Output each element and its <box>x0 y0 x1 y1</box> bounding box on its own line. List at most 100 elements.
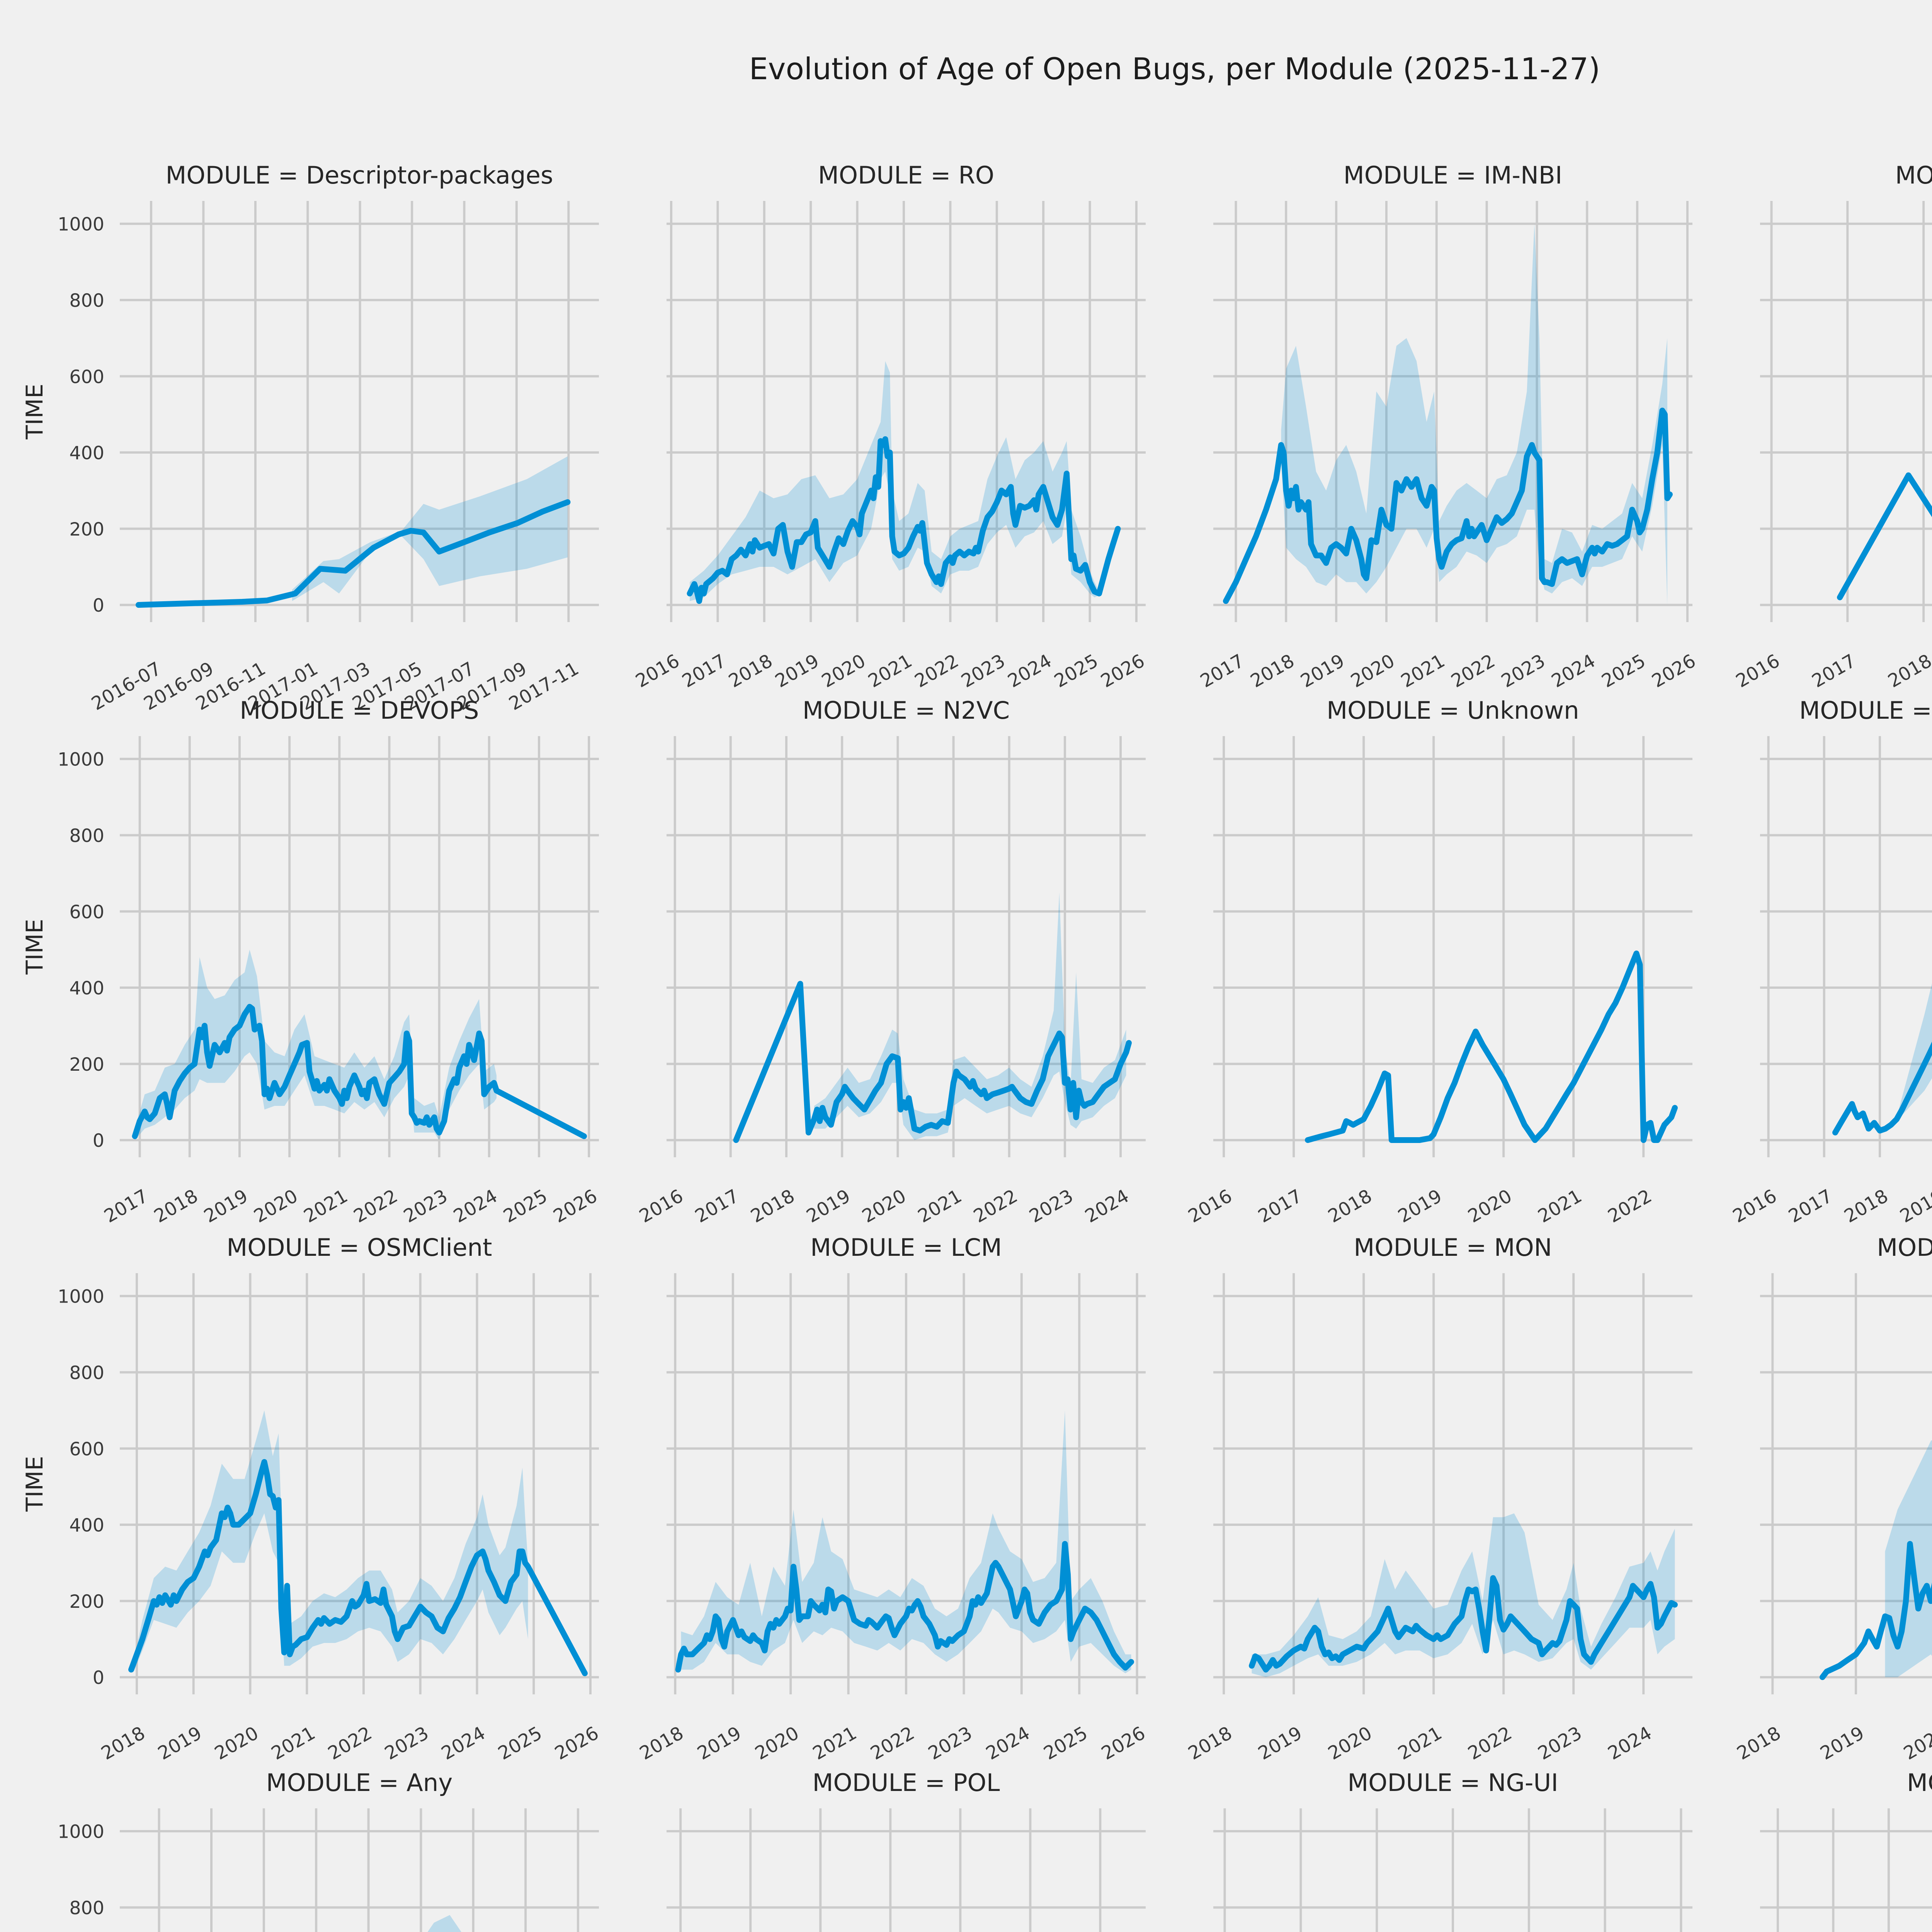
y-tick-label: 600 <box>69 901 104 923</box>
x-tick-label: 2019 <box>1297 650 1348 692</box>
facet-N2VC: 2016 2017 2018 2019 2020 2021 2022 2023 2024 MODU… <box>636 696 1146 1227</box>
x-tick-label: 2017 <box>692 1185 743 1227</box>
x-tick-label: 2018 <box>1247 650 1298 692</box>
x-tick-label: 2018 <box>1884 650 1932 692</box>
facet-title: MODULE = RO <box>818 161 994 189</box>
y-tick-label: 400 <box>69 443 104 464</box>
facet-POL: 2018201920202021202220232024MONTHMODULE … <box>667 1769 1146 1932</box>
y-tick-label: 800 <box>69 1898 104 1919</box>
x-tick-label: 2024 <box>1004 650 1055 692</box>
x-tick-label: 2018 <box>98 1723 149 1764</box>
x-tick-label: 2019 <box>201 1185 252 1227</box>
y-axis-label: TIME <box>21 384 48 440</box>
confidence-band <box>1281 224 1667 605</box>
x-tick-label: 2021 <box>300 1185 351 1227</box>
x-tick-label: 2024 <box>1548 650 1599 692</box>
x-tick-label: 2021 <box>914 1185 965 1227</box>
facet-title: MODULE = IM-NBI <box>1344 161 1562 189</box>
facet-title: MODULE = Documentation / Wiki <box>1799 696 1932 724</box>
x-tick-label: 2026 <box>1098 1723 1149 1764</box>
confidence-band <box>134 1410 528 1672</box>
x-tick-label: 2020 <box>1900 1723 1932 1764</box>
x-tick-label: 2018 <box>725 650 776 692</box>
x-tick-label: 2017 <box>1255 1185 1306 1227</box>
x-tick-label: 2023 <box>381 1723 432 1764</box>
y-tick-label: 800 <box>69 825 104 847</box>
y-axis-label: TIME <box>21 1456 48 1512</box>
facet-title: MODULE = PLA <box>1907 1769 1932 1797</box>
facet-Documentation / Wiki: 201620172018201920202021202220232024MODU… <box>1729 696 1932 1227</box>
facet-title: MODULE = common <box>1877 1233 1932 1262</box>
facet-DEVOPS: 2017201820192020202120222023202420252026… <box>21 696 601 1227</box>
x-tick-label: 2019 <box>803 1185 854 1227</box>
x-tick-label: 2020 <box>752 1723 803 1764</box>
y-tick-label: 0 <box>93 1130 104 1151</box>
x-tick-label: 2024 <box>1082 1185 1133 1227</box>
y-tick-label: 800 <box>69 290 104 311</box>
x-tick-label: 2025 <box>1598 650 1649 692</box>
x-tick-label: 2016 <box>1185 1185 1236 1227</box>
facet-NG-UI: 2020202120222023202420252026MONTHMODULE … <box>1213 1769 1692 1932</box>
x-tick-label: 2024 <box>438 1723 489 1764</box>
facet-OSMClient: 2018 2019 2020 2021 2022 2023 2024 2025 2026 0 200… <box>21 1233 602 1764</box>
trend-line <box>1248 1575 1678 1673</box>
facet-title: MODULE = Other <box>1895 161 1932 189</box>
x-tick-label: 2016 <box>1729 1185 1780 1227</box>
y-tick-label: 600 <box>69 1439 104 1460</box>
x-tick-label: 2023 <box>925 1723 976 1764</box>
x-tick-label: 2025 <box>495 1723 546 1764</box>
y-tick-label: 0 <box>93 595 104 616</box>
x-tick-label: 2018 <box>747 1185 798 1227</box>
x-tick-label: 2017 <box>100 1185 151 1227</box>
facet-title: MODULE = Any <box>266 1769 453 1797</box>
x-tick-label: 2020 <box>250 1185 301 1227</box>
x-tick-label: 2026 <box>550 1185 601 1227</box>
facet-Unknown: 2016 2017 2018 2019 2020 2021 2022 MODULE = Unk… <box>1185 696 1692 1227</box>
trend-line <box>1223 408 1673 604</box>
x-tick-label: 2019 <box>155 1723 206 1764</box>
facet-title: MODULE = Descriptor-packages <box>165 161 553 189</box>
x-tick-label: 2023 <box>1534 1723 1585 1764</box>
confidence-band <box>292 456 568 601</box>
x-tick-label: 2019 <box>772 650 823 692</box>
x-tick-label: 2017 <box>1197 650 1248 692</box>
trend-line <box>1305 951 1678 1143</box>
facet-IM-NBI: 2017201820192020202120222023202420252026… <box>1197 161 1699 692</box>
x-tick-label: 2021 <box>865 650 916 692</box>
x-tick-label: 2022 <box>867 1723 918 1764</box>
trend-line <box>1819 1541 1932 1680</box>
x-tick-label: 2016 <box>636 1185 687 1227</box>
x-tick-label: 2018 <box>151 1185 202 1227</box>
confidence-band <box>1252 1513 1675 1677</box>
x-tick-label: 2023 <box>1498 650 1549 692</box>
facet-title: MODULE = DEVOPS <box>240 696 479 724</box>
x-tick-label: 2020 <box>1347 650 1398 692</box>
trend-line <box>733 981 1132 1143</box>
x-tick-label: 2024 <box>450 1185 501 1227</box>
x-tick-label: 2025 <box>1040 1723 1091 1764</box>
facet-PLA: 2020-072020-102021-012021-042021-072021-… <box>1760 1769 1932 1932</box>
x-tick-label: 2018 <box>636 1723 687 1764</box>
figure-title: Evolution of Age of Open Bugs, per Modul… <box>749 52 1600 87</box>
y-tick-label: 1000 <box>58 1821 104 1843</box>
y-tick-label: 400 <box>69 1515 104 1536</box>
x-tick-label: 2021 <box>809 1723 860 1764</box>
x-tick-label: 2019 <box>694 1723 745 1764</box>
x-tick-label: 2022 <box>1447 650 1498 692</box>
x-tick-label: 2022 <box>911 650 962 692</box>
x-tick-label: 2018 <box>1185 1723 1236 1764</box>
x-tick-label: 2016 <box>632 650 683 692</box>
y-tick-label: 200 <box>69 519 104 540</box>
x-tick-label: 2019 <box>1255 1723 1306 1764</box>
facet-title: MODULE = POL <box>812 1769 1000 1797</box>
x-tick-label: 2020 <box>1464 1185 1515 1227</box>
x-tick-label: 2023 <box>400 1185 451 1227</box>
x-tick-label: 2025 <box>500 1185 551 1227</box>
trend-line <box>675 1541 1134 1673</box>
y-tick-label: 1000 <box>58 1286 104 1308</box>
x-tick-label: 2021 <box>1534 1185 1585 1227</box>
x-tick-label: 2018 <box>1325 1185 1376 1227</box>
x-tick-label: 2019 <box>1817 1723 1868 1764</box>
